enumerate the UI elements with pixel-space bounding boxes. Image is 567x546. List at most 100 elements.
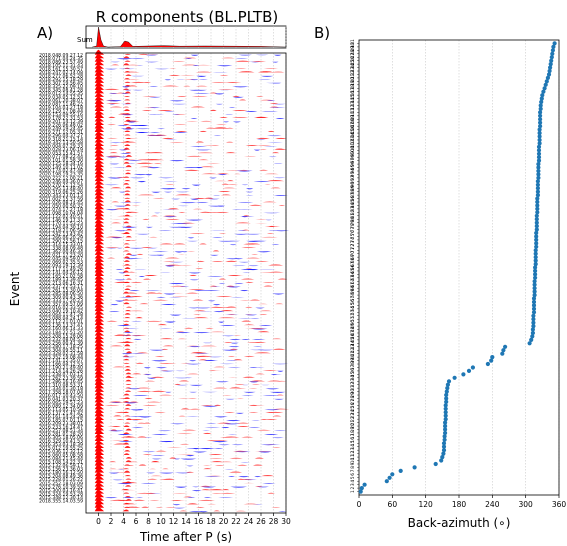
wiggle	[272, 338, 282, 340]
wiggle	[143, 278, 150, 280]
ps-pulse	[125, 383, 132, 385]
wiggle	[272, 408, 290, 410]
wiggle	[124, 89, 132, 91]
p-pulse	[94, 481, 105, 487]
wiggle	[235, 68, 247, 69]
wiggle	[232, 86, 249, 88]
wiggle	[122, 401, 129, 403]
y-tick-label: 89	[350, 185, 356, 191]
wiggle	[215, 296, 233, 298]
ps-pulse	[124, 330, 131, 333]
wiggle	[135, 492, 154, 494]
p-pulse	[94, 319, 105, 326]
p-pulse	[94, 159, 105, 164]
wiggle	[139, 303, 149, 305]
wiggle	[202, 405, 219, 407]
wiggle	[245, 191, 254, 193]
y-tick-label: 43	[350, 344, 356, 350]
wiggle	[104, 497, 118, 499]
wiggle	[185, 292, 199, 294]
p-pulse	[94, 453, 105, 459]
p-pulse	[94, 407, 105, 413]
data-point	[443, 430, 448, 436]
event-label: 2016.353.03.18.39	[39, 442, 83, 448]
wiggle	[255, 307, 265, 309]
p-pulse	[94, 49, 105, 55]
y-tick-label: 29	[350, 392, 356, 398]
y-tick-label: 46	[350, 333, 356, 339]
y-tick-label: 110	[350, 111, 356, 120]
data-point	[444, 389, 449, 394]
y-tick-label: 5	[350, 476, 356, 479]
ps-pulse	[125, 460, 132, 463]
ps-pulse	[125, 295, 132, 298]
x-tick-label: 120	[419, 500, 434, 509]
y-tick-label: 106	[350, 125, 356, 134]
y-tick-label: 4	[350, 480, 356, 483]
sum-trace	[92, 26, 287, 48]
wiggle	[232, 121, 241, 123]
wiggle	[195, 352, 208, 354]
x-tick-label: 14	[181, 517, 191, 526]
y-tick-label: 41	[350, 351, 356, 357]
ps-pulse	[123, 78, 131, 80]
p-pulse	[94, 112, 105, 118]
wiggle	[273, 230, 290, 232]
wiggle	[130, 282, 143, 283]
wiggle	[256, 145, 272, 147]
event-label: 2021.218.21.06.56	[39, 228, 83, 234]
wiggle	[213, 404, 222, 406]
wiggle	[229, 457, 243, 459]
event-label: 2015.060.05.08.58	[39, 453, 83, 459]
wiggle	[115, 268, 124, 270]
wiggle	[169, 423, 185, 425]
wiggle	[234, 222, 251, 224]
event-label: 2021.002.15.37.59	[39, 196, 83, 202]
wiggle	[236, 426, 250, 427]
p-pulse	[94, 235, 105, 241]
event-label: 2016.065.19.57.23	[39, 400, 83, 406]
event-label: 2017.358.18.07.04	[39, 390, 83, 396]
wiggle	[162, 468, 169, 470]
wiggle	[111, 201, 120, 203]
wiggle	[209, 109, 217, 111]
wiggle	[117, 124, 129, 126]
wiggle	[108, 116, 116, 118]
wiggle	[238, 476, 250, 478]
wiggle	[190, 198, 200, 200]
wiggle	[236, 170, 253, 172]
ps-pulse	[123, 56, 130, 59]
wiggle	[159, 370, 176, 372]
y-tick-label: 62	[350, 278, 356, 284]
y-tick-label: 45	[350, 337, 356, 343]
p-pulse	[94, 305, 105, 312]
wiggle	[208, 370, 216, 371]
data-point	[533, 248, 538, 253]
data-point	[461, 372, 466, 377]
p-pulse	[94, 337, 105, 343]
event-label: 2020.077.08.22.44	[39, 154, 83, 160]
wiggle	[144, 380, 156, 382]
wiggle	[175, 194, 192, 196]
p-pulse	[94, 351, 105, 357]
wiggle	[190, 54, 199, 56]
ps-pulse	[125, 404, 132, 406]
wiggle	[181, 429, 197, 431]
y-tick-label: 2	[350, 486, 356, 489]
event-label: 2023.256.00.41.39	[39, 340, 83, 346]
wiggle	[270, 187, 281, 189]
wiggle	[213, 416, 228, 418]
wiggle	[136, 352, 149, 354]
y-tick-label: 111	[350, 108, 356, 117]
data-point	[532, 279, 537, 284]
y-tick-label: 76	[350, 230, 356, 236]
p-pulse	[94, 161, 105, 168]
wiggle	[122, 497, 135, 499]
wiggle	[263, 433, 279, 436]
y-tick-label: 18	[350, 430, 356, 436]
data-point	[533, 275, 538, 280]
wiggle	[273, 398, 284, 400]
wiggle	[186, 471, 195, 473]
p-pulse	[94, 266, 105, 273]
panel-a-x-ticks: 0 2 4 6 8 10 12 14 16 18 20 22 24 26 28 30	[96, 513, 291, 526]
